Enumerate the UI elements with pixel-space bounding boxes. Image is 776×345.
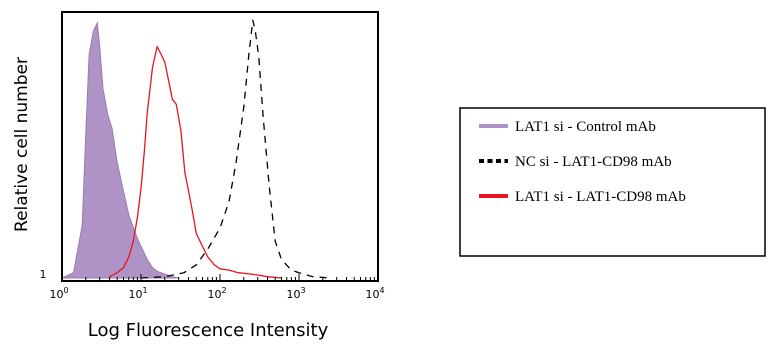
- x-tick-label: 102: [207, 286, 226, 301]
- plot-area: [61, 19, 331, 279]
- x-axis-title: Log Fluorescence Intensity: [88, 320, 329, 341]
- x-tick-label: 101: [128, 286, 147, 301]
- legend-label-lat1-si-control-mab: LAT1 si - Control mAb: [515, 119, 656, 135]
- axes: 100 101 102 103 104 1 Log Fluorescence Intensi…: [12, 11, 385, 341]
- x-tick-label: 104: [365, 286, 384, 301]
- x-tick-label: 100: [49, 286, 68, 301]
- x-tick-label: 103: [286, 286, 305, 301]
- y-tick-label: 1: [40, 268, 47, 281]
- series-lat1-si-lat1-cd98-mab: [109, 45, 282, 279]
- series-lat1-si-control-mab: [61, 21, 179, 279]
- legend-label-nc-si-lat1-cd98-mab: NC si - LAT1-CD98 mAb: [515, 154, 672, 170]
- y-axis-title: Relative cell number: [12, 57, 32, 232]
- legend: LAT1 si - Control mAb NC si - LAT1-CD98 m…: [459, 107, 766, 257]
- legend-box: [459, 107, 766, 257]
- series-nc-si-lat1-cd98-mab: [140, 19, 331, 279]
- legend-label-lat1-si-lat1-cd98-mab: LAT1 si - LAT1-CD98 mAb: [515, 189, 686, 205]
